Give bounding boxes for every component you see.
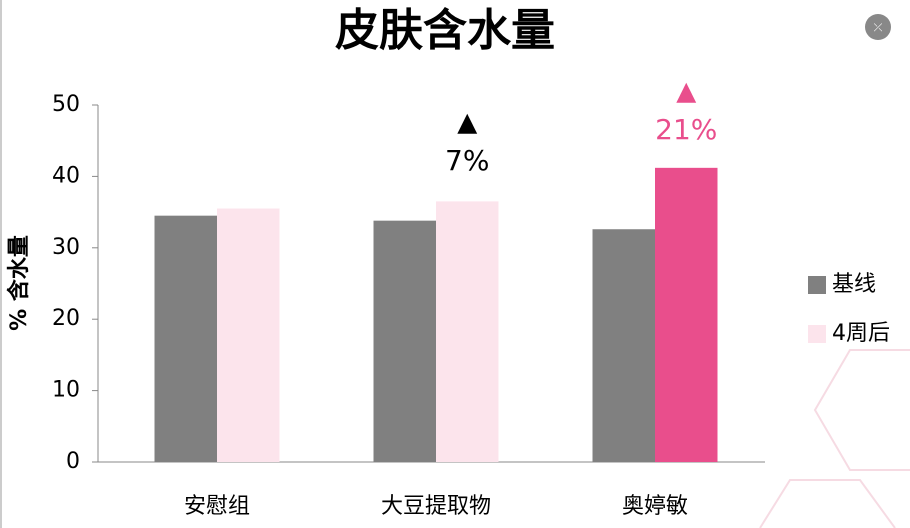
annotation-label: 21% xyxy=(655,113,717,146)
annotation-label: 7% xyxy=(445,144,489,177)
decoration xyxy=(759,349,910,528)
bar xyxy=(154,215,217,462)
legend-label: 基线 xyxy=(832,272,876,297)
bar xyxy=(436,201,499,462)
bar xyxy=(217,208,280,462)
y-tick-label: 0 xyxy=(66,449,80,474)
close-icon[interactable] xyxy=(865,14,891,40)
x-tick-label: 奥婷敏 xyxy=(622,494,688,519)
bar xyxy=(655,167,718,462)
hexagon xyxy=(759,479,896,528)
bar xyxy=(373,220,436,462)
y-tick-label: 10 xyxy=(52,378,80,403)
chart-title: 皮肤含水量 xyxy=(335,5,555,56)
annotation-marker: ▲ xyxy=(676,77,696,107)
legend-swatch xyxy=(808,276,826,294)
legend-label: 4周后 xyxy=(832,321,890,346)
y-tick-label: 40 xyxy=(52,163,80,188)
bar xyxy=(592,229,655,462)
x-tick-label: 安慰组 xyxy=(184,494,250,519)
y-tick-label: 30 xyxy=(52,235,80,260)
close-icon-glyph[interactable]: ⤫ xyxy=(874,21,883,34)
x-tick-label: 大豆提取物 xyxy=(381,494,491,519)
y-tick-label: 50 xyxy=(52,92,80,117)
annotation-marker: ▲ xyxy=(457,108,477,138)
hexagon xyxy=(813,349,910,471)
legend-swatch xyxy=(808,325,826,343)
y-tick-label: 20 xyxy=(52,306,80,331)
y-axis-label: % 含水量 xyxy=(6,235,32,331)
